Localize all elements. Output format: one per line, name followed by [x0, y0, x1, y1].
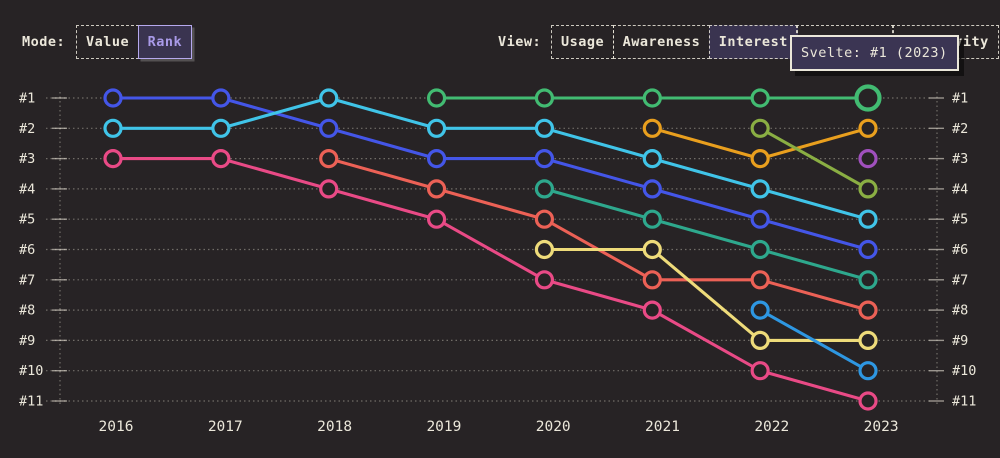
year-label-2023: 2023 — [864, 419, 899, 435]
marker-cyan-2023[interactable] — [858, 209, 878, 229]
marker-pink-2019[interactable] — [426, 209, 447, 229]
marker-teal-2021[interactable] — [642, 209, 662, 229]
marker-orange-2022[interactable] — [750, 149, 770, 169]
marker-blue-2020[interactable] — [534, 149, 555, 169]
marker-svelte-2023-highlighted[interactable] — [854, 84, 882, 112]
rank-label-right-5: #5 — [952, 212, 968, 228]
marker-cyan-2016[interactable] — [103, 118, 123, 138]
marker-cyan-2017[interactable] — [211, 118, 231, 138]
marker-cyan-2020[interactable] — [534, 118, 555, 138]
marker-olive-2023[interactable] — [858, 179, 878, 199]
marker-pink-2018[interactable] — [319, 179, 339, 199]
rank-label-left-5: #5 — [19, 212, 35, 228]
marker-blue-2017[interactable] — [211, 88, 231, 108]
marker-blue-2019[interactable] — [426, 149, 447, 169]
year-label-2016: 2016 — [99, 419, 134, 435]
series-line-salmon — [327, 157, 870, 312]
mode-rank-button[interactable]: Rank — [137, 25, 193, 59]
rank-label-left-8: #8 — [19, 303, 35, 319]
series-line-blue — [111, 96, 870, 252]
marker-olive-2022[interactable] — [750, 118, 770, 138]
marker-pink-2022[interactable] — [750, 361, 770, 381]
marker-yellow-2023[interactable] — [858, 330, 878, 350]
marker-dodger-blue-2022[interactable] — [750, 300, 770, 320]
marker-teal-2023[interactable] — [858, 270, 878, 290]
rank-label-right-10: #10 — [952, 363, 976, 379]
rank-label-left-4: #4 — [19, 181, 35, 197]
marker-pink-2020[interactable] — [534, 270, 555, 290]
marker-svelte-2020[interactable] — [534, 88, 555, 108]
rank-label-left-2: #2 — [19, 121, 35, 137]
marker-yellow-2021[interactable] — [642, 239, 662, 260]
marker-orange-2023[interactable] — [858, 118, 878, 138]
chart-tooltip: Svelte: #1 (2023) — [790, 35, 959, 71]
marker-blue-2018[interactable] — [319, 118, 339, 138]
marker-teal-2020[interactable] — [534, 179, 555, 199]
rank-label-right-9: #9 — [952, 333, 968, 349]
year-label-2022: 2022 — [754, 419, 789, 435]
marker-blue-2022[interactable] — [750, 209, 770, 229]
year-label-2021: 2021 — [645, 419, 680, 435]
view-interest-button[interactable]: Interest — [708, 25, 798, 59]
series-line-pink — [111, 157, 870, 403]
marker-yellow-2020[interactable] — [534, 239, 555, 260]
rank-label-right-1: #1 — [952, 91, 968, 107]
marker-svelte-2022[interactable] — [750, 88, 770, 108]
rank-label-right-7: #7 — [952, 272, 968, 288]
marker-cyan-2019[interactable] — [426, 118, 447, 138]
marker-pink-2017[interactable] — [211, 149, 231, 169]
year-label-2020: 2020 — [536, 419, 571, 435]
marker-pink-2016[interactable] — [103, 149, 123, 169]
rank-label-left-6: #6 — [19, 242, 35, 258]
view-label: View: — [498, 34, 542, 50]
marker-cyan-2022[interactable] — [750, 179, 770, 199]
rank-label-left-1: #1 — [19, 91, 35, 107]
marker-blue-2016[interactable] — [103, 88, 123, 108]
series-line-dodger-blue — [758, 308, 870, 373]
marker-cyan-2021[interactable] — [642, 149, 662, 169]
rank-label-right-11: #11 — [952, 394, 976, 410]
rank-label-left-9: #9 — [19, 333, 35, 349]
marker-blue-2021[interactable] — [642, 179, 662, 199]
year-label-2019: 2019 — [426, 419, 461, 435]
series-line-cyan — [111, 96, 870, 221]
rank-label-left-3: #3 — [19, 151, 35, 167]
series-line-teal — [542, 187, 870, 282]
rank-label-right-4: #4 — [952, 181, 968, 197]
marker-salmon-2022[interactable] — [750, 270, 770, 290]
view-usage-button[interactable]: Usage — [551, 25, 615, 59]
rank-label-right-2: #2 — [952, 121, 968, 137]
rank-label-left-11: #11 — [19, 394, 43, 410]
rank-label-left-7: #7 — [19, 272, 35, 288]
marker-cyan-2018[interactable] — [319, 88, 339, 108]
marker-pink-2023[interactable] — [858, 391, 878, 411]
year-label-2018: 2018 — [317, 419, 352, 435]
mode-toggle: Value Rank — [76, 25, 193, 59]
marker-purple-2023[interactable] — [858, 149, 878, 169]
marker-yellow-2022[interactable] — [750, 330, 770, 350]
series-line-olive — [758, 126, 870, 191]
marker-salmon-2023[interactable] — [858, 300, 878, 320]
marker-orange-2021[interactable] — [642, 118, 662, 138]
marker-salmon-2021[interactable] — [642, 270, 662, 290]
mode-label: Mode: — [22, 34, 66, 50]
marker-svelte-2021[interactable] — [642, 88, 662, 108]
marker-blue-2023[interactable] — [858, 239, 878, 260]
view-awareness-button[interactable]: Awareness — [612, 25, 711, 59]
marker-teal-2022[interactable] — [750, 239, 770, 260]
rank-label-right-8: #8 — [952, 303, 968, 319]
marker-dodger-blue-2023[interactable] — [858, 361, 878, 381]
rank-label-left-10: #10 — [19, 363, 43, 379]
marker-salmon-2018[interactable] — [319, 149, 339, 169]
year-label-2017: 2017 — [208, 419, 243, 435]
rank-label-right-6: #6 — [952, 242, 968, 258]
mode-value-button[interactable]: Value — [76, 25, 140, 59]
marker-salmon-2020[interactable] — [534, 209, 555, 229]
marker-salmon-2019[interactable] — [426, 179, 447, 199]
rank-label-right-3: #3 — [952, 151, 968, 167]
marker-svelte-2019[interactable] — [426, 88, 447, 108]
marker-pink-2021[interactable] — [642, 300, 662, 320]
